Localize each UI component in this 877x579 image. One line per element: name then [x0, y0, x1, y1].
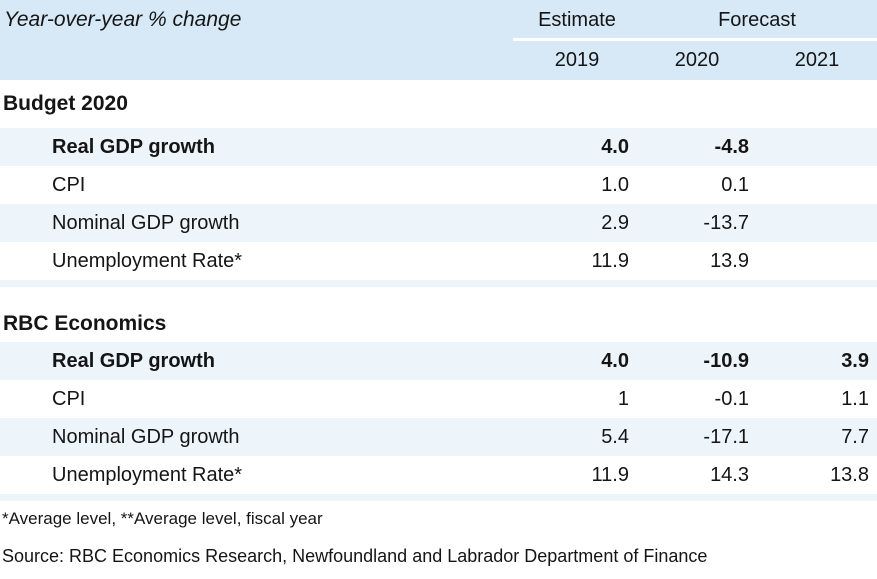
cell-2020: -13.7	[703, 211, 749, 234]
table-title: Year-over-year % change	[4, 8, 242, 31]
row-label: Real GDP growth	[52, 349, 215, 372]
source-attribution: Source: RBC Economics Research, Newfound…	[2, 546, 708, 566]
column-group-forecast: Forecast	[718, 8, 796, 31]
section-title-rbc-economics: RBC Economics	[3, 312, 167, 335]
header-row-years: 2019 2020 2021	[0, 40, 877, 80]
cell-2021: 13.8	[830, 463, 869, 486]
header-row-groups: Year-over-year % change Estimate Forecas…	[0, 0, 877, 40]
cell-2021: 3.9	[841, 349, 869, 372]
cell-2021: 1.1	[841, 387, 869, 410]
row-label: CPI	[52, 387, 86, 410]
cell-2019: 4.0	[601, 349, 629, 372]
table-row: Nominal GDP growth 2.9 -13.7	[0, 204, 877, 242]
table-row: Real GDP growth 4.0 -4.8	[0, 128, 877, 166]
section-title-budget-2020: Budget 2020	[3, 92, 128, 115]
cell-2020: 14.3	[710, 463, 749, 486]
table-row: Unemployment Rate* 11.9 13.9	[0, 242, 877, 280]
table-row: Nominal GDP growth 5.4 -17.1 7.7	[0, 418, 877, 456]
cell-2019: 1.0	[601, 173, 629, 196]
cell-2020: -10.9	[703, 349, 749, 372]
cell-2021: 7.7	[841, 425, 869, 448]
section-end-stripe	[0, 280, 877, 287]
cell-2020: -4.8	[714, 135, 749, 158]
row-label: Unemployment Rate*	[52, 463, 243, 486]
column-header-2020: 2020	[674, 48, 720, 71]
cell-2020: -17.1	[703, 425, 749, 448]
table-row: CPI 1.0 0.1	[0, 166, 877, 204]
row-label: CPI	[52, 173, 86, 196]
section-end-stripe	[0, 494, 877, 501]
cell-2020: 13.9	[710, 249, 749, 272]
cell-2019: 11.9	[591, 249, 629, 272]
column-header-2021: 2021	[794, 48, 840, 71]
table-row: CPI 1 -0.1 1.1	[0, 380, 877, 418]
row-label: Nominal GDP growth	[52, 211, 240, 234]
cell-2020: -0.1	[714, 387, 749, 410]
header-divider	[513, 38, 877, 41]
cell-2019: 11.9	[591, 463, 629, 486]
table-row: Unemployment Rate* 11.9 14.3 13.8	[0, 456, 877, 494]
table-row: Real GDP growth 4.0 -10.9 3.9	[0, 342, 877, 380]
column-group-estimate: Estimate	[538, 8, 616, 31]
cell-2019: 2.9	[601, 211, 629, 234]
footnote: *Average level, **Average level, fiscal …	[2, 509, 323, 528]
row-label: Unemployment Rate*	[52, 249, 243, 272]
cell-2019: 1	[617, 387, 629, 410]
column-header-2019: 2019	[554, 48, 600, 71]
row-label: Real GDP growth	[52, 135, 215, 158]
cell-2020: 0.1	[721, 173, 749, 196]
row-label: Nominal GDP growth	[52, 425, 240, 448]
table-header: Year-over-year % change Estimate Forecas…	[0, 0, 877, 80]
cell-2019: 4.0	[601, 135, 629, 158]
cell-2019: 5.4	[601, 425, 629, 448]
